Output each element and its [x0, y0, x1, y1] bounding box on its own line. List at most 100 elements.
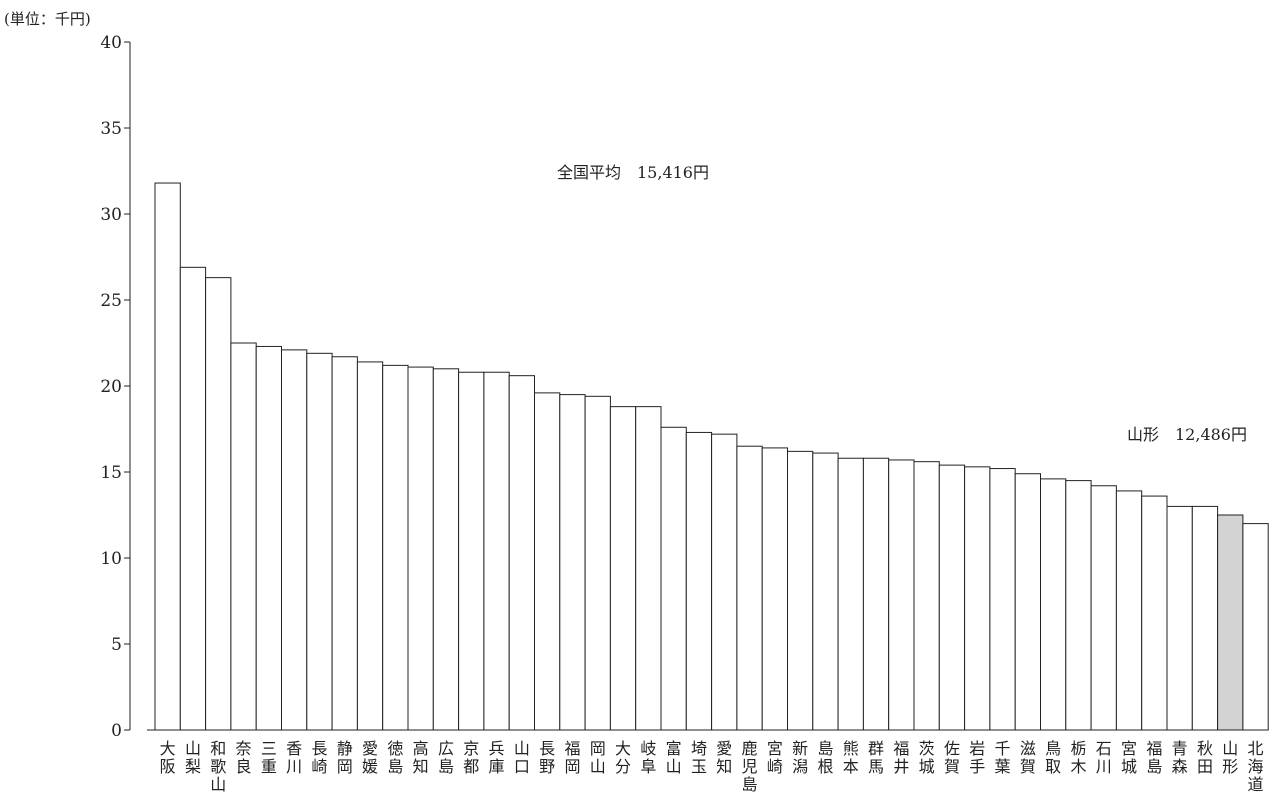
x-category-label: 千葉	[995, 739, 1011, 776]
bar	[711, 433, 738, 731]
x-category-label: 鳥取	[1045, 739, 1061, 776]
x-category-label: 新潟	[792, 739, 808, 776]
x-axis-labels: 大阪山梨和歌山奈良三重香川長崎静岡愛媛徳島高知広島京都兵庫山口長野福岡岡山大分岐…	[160, 739, 1264, 794]
bar	[862, 457, 890, 731]
x-category-label: 岐阜	[640, 739, 656, 776]
bar	[559, 394, 586, 731]
y-tick-label: 0	[111, 721, 122, 741]
bar	[685, 431, 713, 731]
bar	[812, 452, 839, 731]
x-category-label: 三重	[261, 739, 277, 776]
bar	[356, 361, 384, 731]
x-category-label: 福岡	[564, 739, 580, 776]
bar	[205, 277, 232, 731]
bar	[230, 342, 257, 731]
x-category-label: 山梨	[185, 739, 201, 776]
x-category-label: 宮城	[1121, 739, 1137, 776]
x-category-label: 長崎	[311, 739, 327, 776]
x-category-label: 奈良	[236, 739, 252, 776]
x-category-label: 富山	[666, 739, 682, 776]
bar	[306, 352, 333, 731]
x-category-label: 滋賀	[1020, 739, 1036, 776]
x-category-label: 福井	[893, 739, 909, 776]
x-category-label: 熊本	[843, 739, 859, 776]
bar	[382, 364, 409, 731]
x-category-label: 広島	[438, 739, 454, 776]
x-category-label: 群馬	[868, 739, 884, 776]
x-category-label: 高知	[413, 739, 429, 776]
bar	[913, 461, 940, 731]
x-category-label: 栃木	[1070, 739, 1086, 776]
y-tick-label: 40	[100, 33, 122, 53]
x-category-label: 佐賀	[944, 739, 960, 776]
bar	[154, 182, 181, 731]
bar	[888, 459, 915, 731]
bars	[147, 182, 1269, 731]
bar	[1242, 523, 1269, 731]
bar	[179, 266, 207, 731]
bar	[508, 375, 536, 731]
bar	[255, 345, 283, 731]
y-tick-label: 25	[100, 291, 122, 311]
bar	[534, 392, 561, 731]
y-tick-label: 15	[100, 463, 122, 483]
x-category-label: 岡山	[590, 739, 606, 776]
unit-label: (単位：千円)	[4, 10, 91, 28]
x-category-label: 大阪	[160, 739, 176, 776]
x-category-label: 青森	[1172, 739, 1188, 776]
x-category-label: 宮崎	[767, 739, 783, 776]
bar	[964, 466, 991, 731]
bar	[432, 368, 460, 731]
bar	[1065, 480, 1092, 731]
bar	[1166, 505, 1193, 731]
x-category-label: 埼玉	[691, 739, 707, 776]
x-category-label: 北海道	[1248, 739, 1264, 794]
x-category-label: 静岡	[337, 739, 353, 776]
bar	[938, 464, 966, 731]
bar	[787, 450, 814, 731]
bar	[635, 406, 662, 731]
x-category-label: 石川	[1096, 739, 1112, 776]
x-category-label: 茨城	[919, 739, 935, 776]
bar	[1014, 473, 1042, 731]
y-tick-label: 30	[100, 205, 122, 225]
x-category-label: 和歌山	[210, 739, 226, 794]
bar	[407, 366, 434, 731]
bar	[1090, 485, 1117, 731]
y-tick-label: 20	[100, 377, 122, 397]
bar	[1191, 505, 1219, 731]
bar	[837, 457, 864, 731]
bar	[1115, 490, 1143, 731]
y-tick-label: 10	[100, 549, 122, 569]
x-category-label: 愛知	[716, 739, 732, 776]
x-category-label: 徳島	[387, 739, 403, 776]
bar	[1040, 478, 1067, 731]
bar	[483, 371, 510, 731]
x-category-label: 鹿児島	[742, 739, 758, 794]
bar	[281, 349, 308, 731]
x-category-label: 愛媛	[362, 739, 378, 776]
x-category-label: 島根	[817, 739, 833, 776]
bar	[584, 395, 611, 731]
bar	[761, 447, 789, 731]
bar	[989, 468, 1016, 731]
bar	[331, 356, 358, 731]
x-category-label: 岩手	[969, 739, 985, 776]
bar	[1217, 514, 1244, 731]
x-category-label: 大分	[615, 739, 631, 776]
bar	[660, 426, 687, 731]
x-category-label: 香川	[286, 739, 302, 776]
x-category-label: 福島	[1146, 739, 1162, 776]
y-tick-label: 5	[111, 635, 122, 655]
bar	[458, 371, 485, 731]
x-category-label: 秋田	[1197, 739, 1213, 776]
x-category-label: 兵庫	[489, 739, 505, 776]
x-category-label: 山口	[514, 739, 530, 776]
national-average-annotation: 全国平均 15,416円	[557, 163, 709, 182]
bar	[609, 406, 637, 731]
yamagata-annotation: 山形 12,486円	[1127, 425, 1247, 444]
x-category-label: 京都	[463, 739, 479, 776]
y-tick-label: 35	[100, 119, 122, 139]
